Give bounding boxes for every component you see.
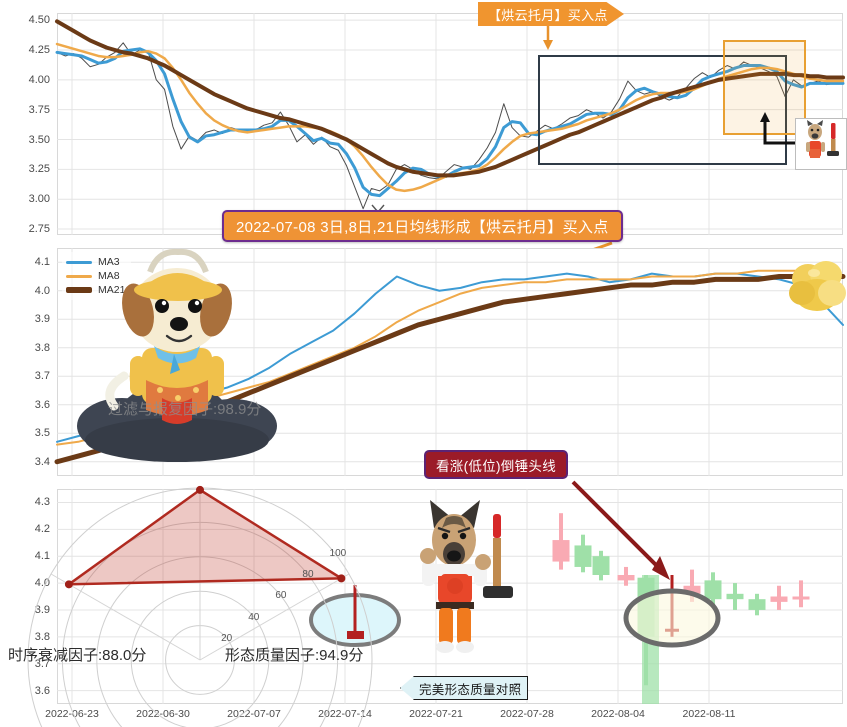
y-tick-label: 4.1 <box>34 256 50 269</box>
y-tick-label: 3.6 <box>34 398 50 411</box>
dog-mascot-icon <box>77 248 277 462</box>
buy-point-arrow-label: 【烘云托月】买入点 <box>478 2 624 26</box>
x-tick-label: 2022-06-23 <box>45 708 99 720</box>
legend-swatch-ma8 <box>66 274 92 278</box>
y-tick-label: 3.8 <box>34 630 50 643</box>
radar-ring-label: 60 <box>275 590 287 602</box>
y-tick-label: 4.25 <box>28 44 50 56</box>
y-tick-label: 4.0 <box>34 577 50 590</box>
y-tick-label: 3.7 <box>34 657 50 670</box>
y-tick-label: 3.6 <box>34 684 50 697</box>
legend-label-ma3: MA3 <box>98 256 120 268</box>
inverted-hammer-label: 看涨(低位)倒锤头线 <box>424 450 568 479</box>
y-tick-label: 3.75 <box>28 103 50 116</box>
legend-swatch-ma3 <box>66 260 92 264</box>
factor-label-time-decay: 时序衰减因子:88.0分 <box>8 647 147 664</box>
golden-moon-icon <box>789 261 846 311</box>
legend-item-ma3: MA3 <box>66 255 125 269</box>
legend-item-ma8: MA8 <box>66 269 125 283</box>
pattern-box-dark <box>538 55 787 165</box>
y-tick-label: 4.0 <box>34 284 50 297</box>
y-tick-label: 2.75 <box>28 223 50 236</box>
y-tick-label: 4.50 <box>28 14 50 27</box>
legend-label-ma8: MA8 <box>98 270 120 282</box>
x-tick-label: 2022-08-11 <box>682 708 736 720</box>
y-tick-label: 3.5 <box>34 427 50 440</box>
radar-ring-label: 80 <box>302 569 314 581</box>
x-tick-label: 2022-07-14 <box>318 708 372 720</box>
legend-label-ma21: MA21 <box>98 284 126 296</box>
x-tick-label: 2022-08-04 <box>591 708 645 720</box>
y-tick-label: 4.3 <box>34 496 50 509</box>
inset-mascot-icon <box>806 120 839 158</box>
watermark-filter-factor: 过滤与报复因子:98.9分 <box>108 401 262 418</box>
y-tick-label: 3.25 <box>28 163 50 176</box>
y-tick-label: 4.00 <box>28 73 50 86</box>
factor-label-pattern-quality: 形态质量因子:94.9分 <box>225 647 364 664</box>
y-tick-label: 3.9 <box>34 603 50 616</box>
y-tick-label: 3.7 <box>34 370 50 383</box>
main-signal-banner: 2022-07-08 3日,8日,21日均线形成【烘云托月】买入点 <box>222 210 623 242</box>
legend-item-ma21: MA21 <box>66 283 125 297</box>
y-tick-label: 4.2 <box>34 523 50 536</box>
y-tick-label: 3.9 <box>34 313 50 326</box>
radar-ring-label: 20 <box>221 632 233 644</box>
x-tick-label: 2022-07-28 <box>500 708 554 720</box>
y-tick-label: 3.4 <box>34 455 50 468</box>
x-tick-label: 2022-07-07 <box>227 708 281 720</box>
radar-ring-label: 100 <box>329 548 347 560</box>
radar-ring-label: 40 <box>248 611 260 623</box>
perfect-pattern-compare-label: 完美形态质量对照 <box>400 676 528 700</box>
dog-hammer-mascot-icon <box>420 500 513 653</box>
legend-swatch-ma21 <box>66 287 92 293</box>
y-tick-label: 3.8 <box>34 341 50 354</box>
x-tick-label: 2022-06-30 <box>136 708 190 720</box>
ma-legend: MA3 MA8 MA21 <box>62 252 132 300</box>
x-tick-label: 2022-07-21 <box>409 708 463 720</box>
y-tick-label: 3.00 <box>28 193 50 206</box>
y-tick-label: 4.1 <box>34 550 50 563</box>
y-tick-label: 3.50 <box>28 133 50 146</box>
